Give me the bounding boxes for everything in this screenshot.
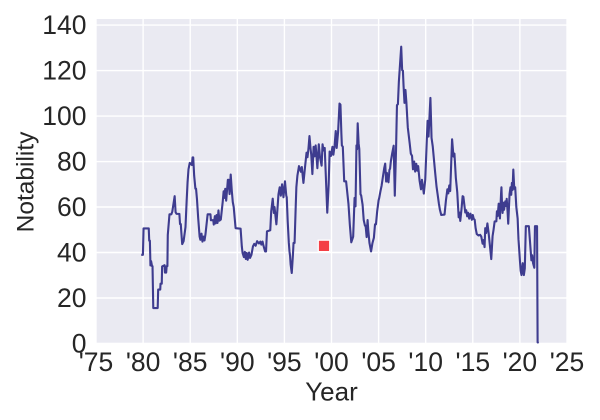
svg-text:'25: '25 xyxy=(550,347,585,377)
svg-text:'05: '05 xyxy=(361,347,396,377)
svg-text:'80: '80 xyxy=(126,347,161,377)
svg-text:20: 20 xyxy=(57,283,86,313)
svg-text:140: 140 xyxy=(42,10,86,40)
svg-text:60: 60 xyxy=(57,192,86,222)
svg-text:'85: '85 xyxy=(173,347,208,377)
svg-text:100: 100 xyxy=(42,101,86,131)
svg-text:80: 80 xyxy=(57,147,86,177)
svg-text:0: 0 xyxy=(72,329,87,359)
svg-text:'75: '75 xyxy=(79,347,114,377)
svg-text:'90: '90 xyxy=(220,347,255,377)
svg-text:'10: '10 xyxy=(408,347,443,377)
svg-text:'15: '15 xyxy=(456,347,491,377)
svg-text:'00: '00 xyxy=(314,347,349,377)
svg-text:'20: '20 xyxy=(503,347,538,377)
svg-text:'95: '95 xyxy=(267,347,302,377)
svg-text:120: 120 xyxy=(42,56,86,86)
svg-text:Year: Year xyxy=(305,377,358,407)
svg-text:40: 40 xyxy=(57,238,86,268)
svg-text:Notability: Notability xyxy=(13,131,40,233)
